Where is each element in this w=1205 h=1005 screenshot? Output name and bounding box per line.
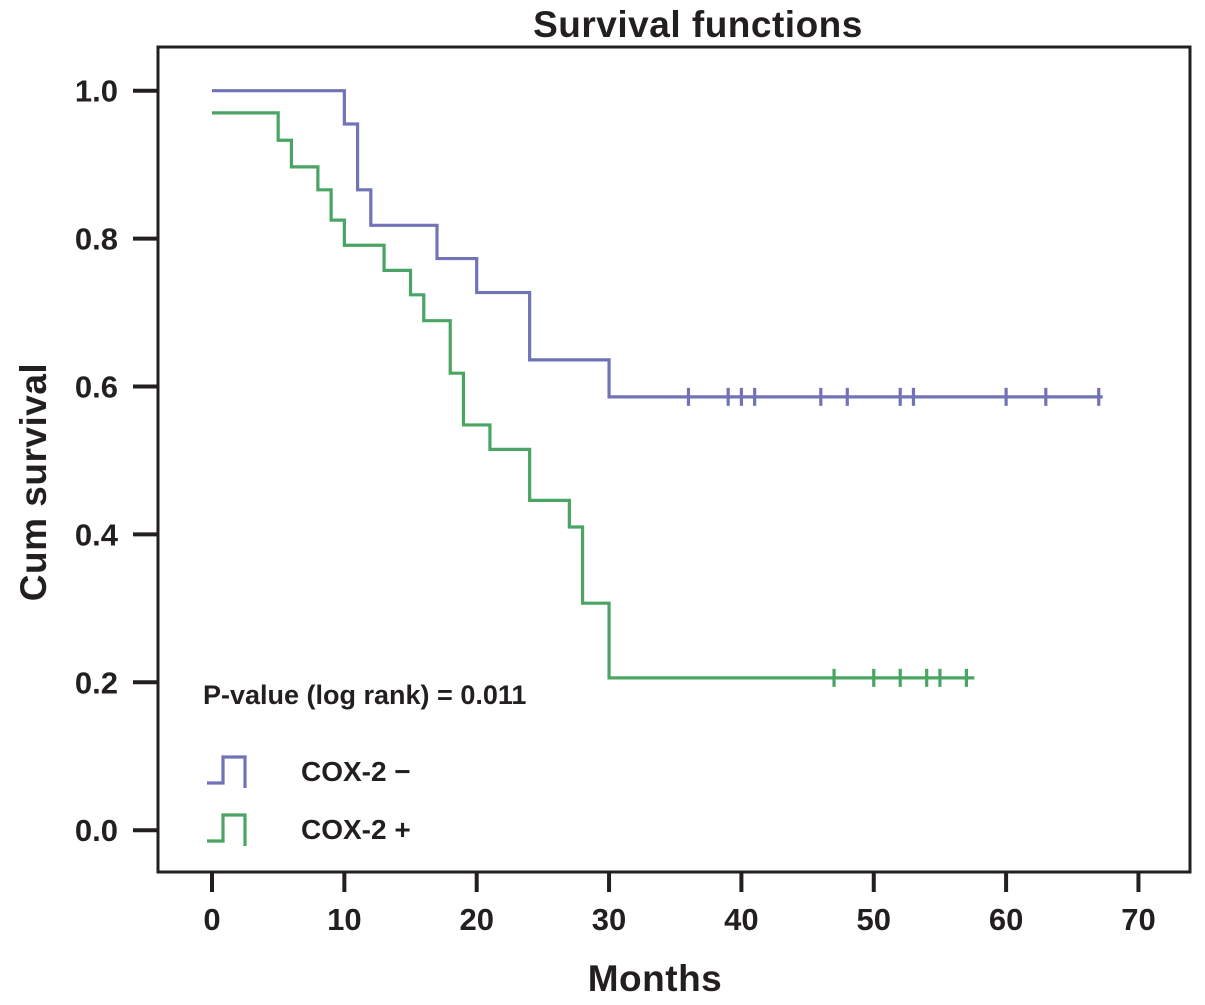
y-tick-label: 0.0 [75,813,118,848]
y-tick-label: 0.4 [75,517,119,552]
legend-label-cox2-negative: COX-2 − [301,756,411,787]
cox2-positive-curve [212,111,975,680]
x-tick-label: 10 [327,902,361,937]
legend: COX-2 − COX-2 + [205,743,411,859]
x-tick-label: 40 [724,902,758,937]
step-line-key-icon [207,755,247,788]
legend-item-cox2-negative: COX-2 − [205,743,411,801]
x-tick-label: 50 [857,902,891,937]
legend-label-cox2-positive: COX-2 + [301,814,411,845]
step-line-key-icon [207,813,247,846]
y-tick-label: 1.0 [75,74,118,109]
legend-item-cox2-positive: COX-2 + [205,801,411,859]
p-value-annotation: P-value (log rank) = 0.011 [203,680,527,710]
y-axis-title: Cum survival [13,362,54,602]
chart-title: Survival functions [533,4,863,45]
x-axis-title: Months [587,958,723,999]
y-tick-label: 0.6 [75,370,118,405]
x-tick-label: 60 [989,902,1023,937]
x-tick-label: 70 [1121,902,1155,937]
y-tick-label: 0.2 [75,665,118,700]
x-tick-label: 0 [203,902,220,937]
y-tick-label: 0.8 [75,222,118,257]
x-tick-label: 30 [592,902,626,937]
plot-border [156,45,1192,874]
x-tick-label: 20 [459,902,493,937]
cox2-negative-curve [212,89,1103,399]
